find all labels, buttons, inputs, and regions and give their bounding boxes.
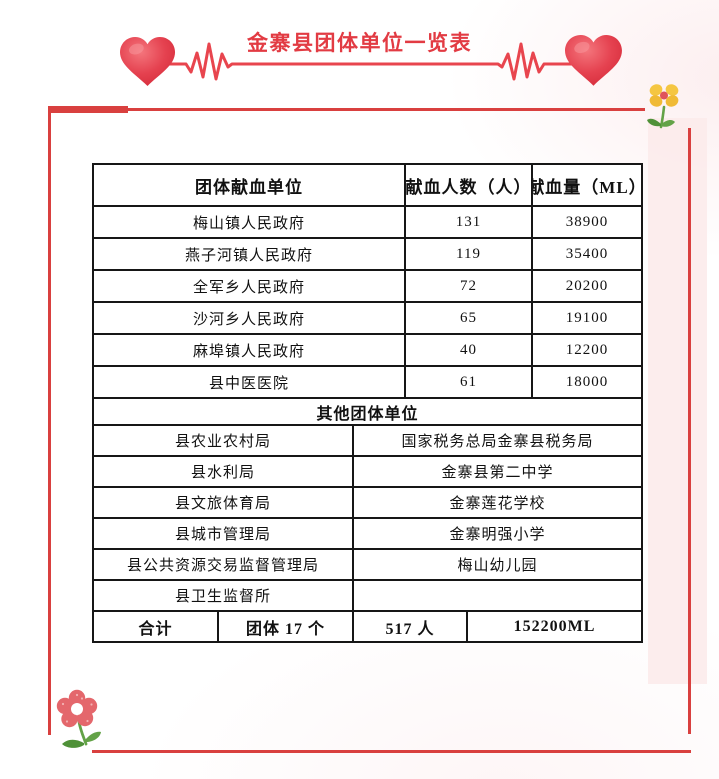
- other-unit-row: 县文旅体育局 金寨莲花学校: [94, 486, 641, 517]
- other-unit-row: 县卫生监督所: [94, 579, 641, 610]
- other-unit-left: 县农业农村局: [174, 434, 271, 450]
- other-unit-row: 县水利局 金寨县第二中学: [94, 455, 641, 486]
- unit-name: 沙河乡人民政府: [192, 311, 305, 328]
- heart-icon: [120, 37, 176, 87]
- unit-name: 麻埠镇人民政府: [192, 343, 305, 360]
- other-unit-right: 金寨莲花学校: [352, 488, 641, 517]
- volume-value: 12200: [531, 335, 641, 365]
- section-header: 其他团体单位: [316, 405, 419, 423]
- volume-value: 18000: [531, 367, 641, 397]
- table-header-row: 团体献血单位 献血人数（人） 献血量（ML）: [94, 165, 641, 205]
- frame-bottom-line: [92, 750, 691, 753]
- unit-name: 燕子河镇人民政府: [184, 247, 313, 264]
- people-count: 65: [404, 303, 531, 333]
- unit-name: 梅山镇人民政府: [192, 215, 305, 232]
- other-unit-row: 县公共资源交易监督管理局 梅山幼儿园: [94, 548, 641, 579]
- volume-value: 38900: [531, 207, 641, 237]
- unit-name: 全军乡人民政府: [192, 279, 305, 296]
- summary-row: 合计 团体 17 个 517 人 152200ML: [94, 610, 641, 641]
- page-title: 金寨县团体单位一览表: [247, 32, 472, 55]
- ecg-heartbeat-line: [120, 35, 622, 87]
- table-row: 全军乡人民政府 72 20200: [94, 269, 641, 301]
- other-unit-left: 县卫生监督所: [174, 589, 271, 605]
- summary-volume: 152200ML: [466, 612, 641, 641]
- other-unit-left: 县公共资源交易监督管理局: [126, 558, 319, 574]
- header-people: 献血人数（人）: [404, 165, 531, 205]
- table-row: 县中医医院 61 18000: [94, 365, 641, 397]
- volume-value: 35400: [531, 239, 641, 269]
- summary-label: 合计: [138, 620, 173, 638]
- header-volume: 献血量（ML）: [531, 165, 641, 205]
- people-count: 72: [404, 271, 531, 301]
- frame-left-line: [48, 108, 51, 735]
- frame-right-line: [688, 128, 691, 734]
- volume-value: 19100: [531, 303, 641, 333]
- summary-groups: 团体 17 个: [217, 612, 352, 641]
- people-count: 61: [404, 367, 531, 397]
- table-row: 燕子河镇人民政府 119 35400: [94, 237, 641, 269]
- table-row: 沙河乡人民政府 65 19100: [94, 301, 641, 333]
- other-unit-row: 县农业农村局 国家税务总局金寨县税务局: [94, 424, 641, 455]
- pink-background-band: [648, 118, 707, 684]
- other-unit-left: 县水利局: [190, 465, 255, 481]
- header-banner: [118, 33, 628, 95]
- yellow-flower-icon: [644, 80, 684, 137]
- table-row: 麻埠镇人民政府 40 12200: [94, 333, 641, 365]
- other-unit-right: [352, 581, 641, 610]
- heart-icon: [565, 35, 622, 86]
- frame-top-line: [48, 108, 645, 111]
- volume-value: 20200: [531, 271, 641, 301]
- section-header-row: 其他团体单位: [94, 397, 641, 424]
- donation-table: 团体献血单位 献血人数（人） 献血量（ML） 梅山镇人民政府 131 38900…: [92, 163, 643, 643]
- other-unit-left: 县城市管理局: [174, 527, 271, 543]
- header-unit: 团体献血单位: [195, 177, 303, 197]
- pink-flower-icon: [53, 688, 103, 761]
- other-unit-row: 县城市管理局 金寨明强小学: [94, 517, 641, 548]
- people-count: 119: [404, 239, 531, 269]
- other-unit-right: 国家税务总局金寨县税务局: [352, 426, 641, 455]
- people-count: 40: [404, 335, 531, 365]
- frame-top-thick-segment: [48, 106, 128, 113]
- unit-name: 县中医医院: [208, 375, 289, 392]
- other-unit-right: 金寨县第二中学: [352, 457, 641, 486]
- summary-people: 517 人: [352, 612, 466, 641]
- other-unit-right: 金寨明强小学: [352, 519, 641, 548]
- table-row: 梅山镇人民政府 131 38900: [94, 205, 641, 237]
- other-unit-right: 梅山幼儿园: [352, 550, 641, 579]
- people-count: 131: [404, 207, 531, 237]
- other-unit-left: 县文旅体育局: [174, 496, 271, 512]
